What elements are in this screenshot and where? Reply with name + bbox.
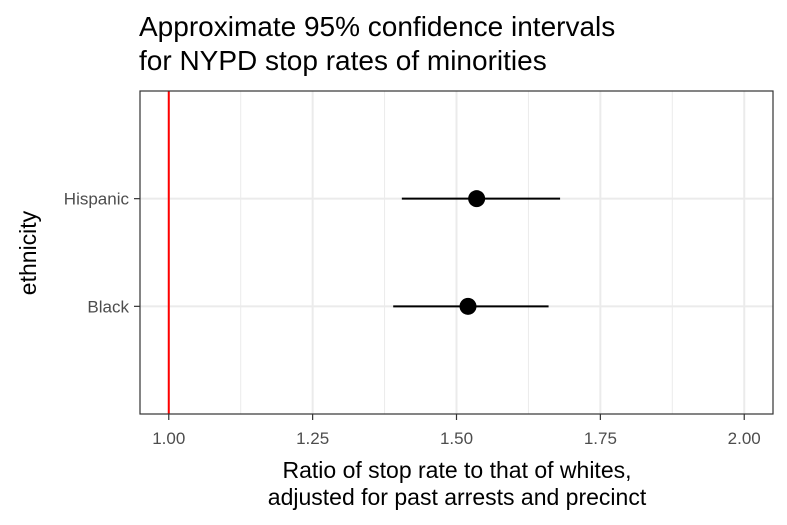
chart-title-line-1: Approximate 95% confidence intervals (139, 11, 615, 42)
y-axis-title: ethnicity (15, 210, 41, 295)
x-tick-label: 2.00 (728, 429, 761, 448)
plot-panel: 1.00 1.25 1.50 1.75 2.00 Black Hispanic (64, 90, 774, 448)
y-tick-label: Hispanic (64, 190, 130, 209)
x-axis-title-line-1: Ratio of stop rate to that of whites, (282, 457, 631, 483)
x-tick-label: 1.25 (296, 429, 329, 448)
y-tick-label: Black (87, 297, 129, 316)
x-axis-title-line-2: adjusted for past arrests and precinct (268, 484, 647, 510)
x-tick-label: 1.00 (152, 429, 185, 448)
chart-title-line-2: for NYPD stop rates of minorities (139, 45, 547, 76)
x-tick-label: 1.50 (440, 429, 473, 448)
x-tick-label: 1.75 (584, 429, 617, 448)
point-black (459, 297, 477, 315)
point-hispanic (468, 190, 486, 208)
